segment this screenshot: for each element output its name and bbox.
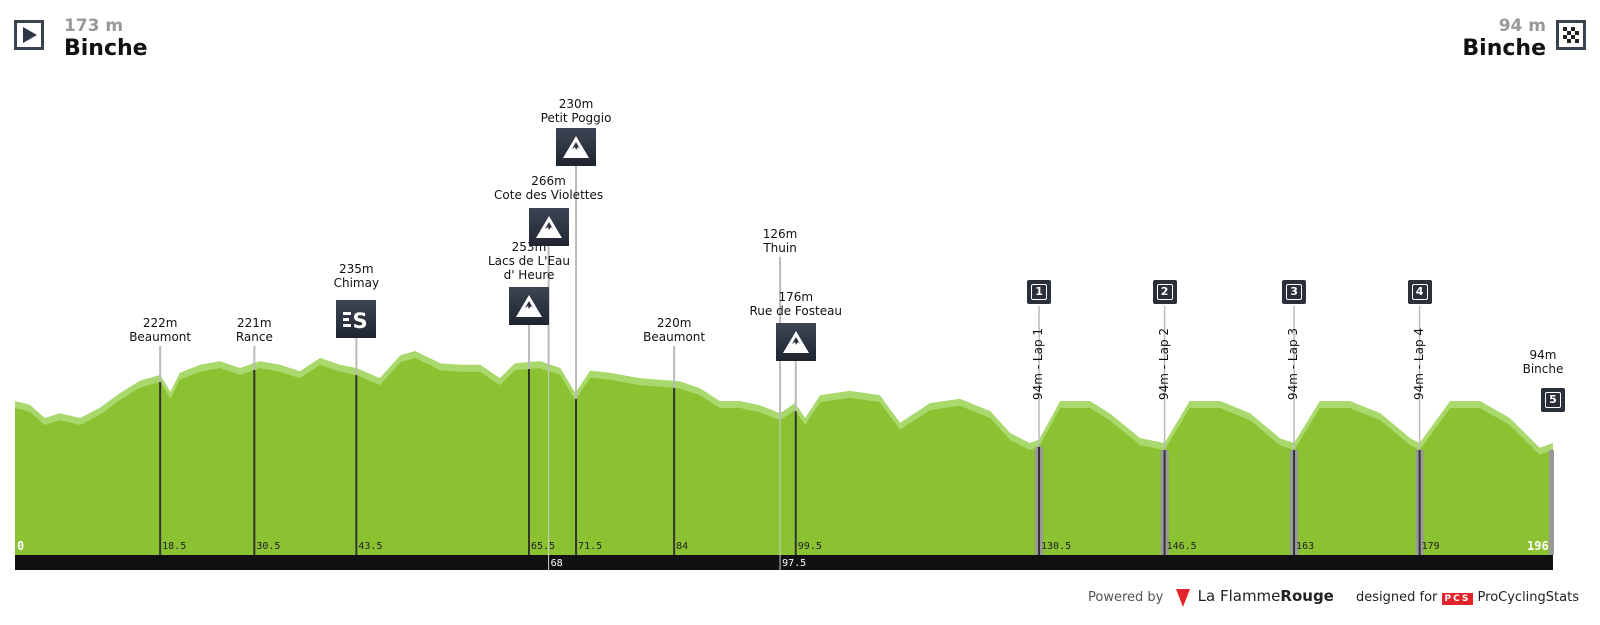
climb-badge bbox=[508, 287, 549, 325]
point-name: Rue de Fosteau bbox=[749, 304, 843, 318]
brand-rouge: Rouge bbox=[1280, 587, 1334, 605]
point-label: 266m Cote des Violettes bbox=[494, 174, 603, 202]
brand-procyclingstats: ProCyclingStats bbox=[1477, 590, 1579, 605]
point-altitude: 126m bbox=[762, 227, 798, 241]
lap-badge: 2 bbox=[1152, 280, 1177, 304]
flamme-rouge-logo-icon bbox=[1175, 588, 1190, 607]
lap-label: 94m - Lap 2 bbox=[1156, 327, 1171, 400]
mountain-icon bbox=[515, 295, 542, 317]
point-altitude: 176m bbox=[778, 290, 814, 304]
km-tick-label: 146.5 bbox=[1166, 541, 1197, 552]
point-name: Beaumont bbox=[129, 330, 192, 344]
point-label: 176m Rue de Fosteau bbox=[750, 290, 843, 318]
point-name: Beaumont bbox=[643, 330, 706, 344]
point-name: Chimay bbox=[333, 276, 380, 290]
lap-label: 94m - Lap 1 bbox=[1031, 327, 1046, 400]
point-label: 253m Lacs de L'Eau d' Heure bbox=[488, 240, 570, 282]
mountain-icon bbox=[535, 216, 562, 238]
point-name-line2: d' Heure bbox=[503, 268, 555, 282]
sprint-icon: S bbox=[343, 309, 368, 332]
sprint-badge: S bbox=[336, 300, 377, 338]
finish-altitude: 94 m bbox=[1498, 16, 1546, 36]
start-altitude: 173 m bbox=[64, 16, 124, 36]
point-altitude: 221m bbox=[237, 316, 272, 330]
lap-badge: 4 bbox=[1407, 280, 1432, 304]
lap-number-icon: 3 bbox=[1286, 284, 1303, 300]
point-label: 221m Rance bbox=[236, 316, 273, 344]
start-name: Binche bbox=[64, 36, 148, 61]
km-tick-label: 0 bbox=[17, 539, 25, 553]
play-icon bbox=[14, 20, 44, 50]
point-label: 230m Petit Poggio bbox=[541, 97, 612, 125]
point-altitude: 230m bbox=[558, 97, 594, 111]
lap-number-icon: 2 bbox=[1156, 284, 1173, 300]
point-label: 235m Chimay bbox=[334, 262, 379, 290]
point-name: Rance bbox=[235, 330, 273, 344]
km-tick-label: 71.5 bbox=[578, 541, 603, 552]
km-tick-label-bar: 97.5 bbox=[782, 558, 807, 569]
km-tick-label: 179 bbox=[1421, 541, 1440, 552]
km-tick-label: 130.5 bbox=[1041, 541, 1072, 552]
designed-for-text: designed for bbox=[1356, 590, 1438, 605]
point-name: Binche bbox=[1522, 362, 1564, 376]
profile-area bbox=[15, 358, 1553, 555]
point-altitude: 266m bbox=[531, 174, 566, 188]
lap-number-icon: 1 bbox=[1031, 284, 1048, 300]
lap-label: 94m - Lap 3 bbox=[1286, 327, 1301, 400]
point-label: 222m Beaumont bbox=[129, 316, 191, 344]
powered-by-text: Powered by bbox=[1088, 590, 1164, 605]
footer: Powered by La FlammeRouge designed for P… bbox=[1088, 587, 1579, 607]
lap-badge: 3 bbox=[1282, 280, 1307, 304]
finish-name: Binche bbox=[1462, 36, 1546, 61]
finish-bar bbox=[1549, 450, 1554, 555]
km-tick-label: 99.5 bbox=[797, 541, 822, 552]
point-altitude: 94m bbox=[1529, 348, 1557, 362]
point-name: Cote des Violettes bbox=[494, 188, 604, 202]
pcs-logo: PCS bbox=[1441, 593, 1474, 605]
lap-badge: 1 bbox=[1027, 280, 1052, 304]
point-name: Petit Poggio bbox=[540, 111, 612, 125]
point-altitude: 235m bbox=[339, 262, 374, 276]
lap-number-icon: 4 bbox=[1411, 284, 1428, 300]
point-altitude: 222m bbox=[142, 316, 178, 330]
km-tick-label: 84 bbox=[676, 541, 689, 552]
climb-badge bbox=[528, 208, 569, 246]
climb-badge bbox=[556, 128, 597, 166]
point-name: Thuin bbox=[763, 241, 797, 255]
km-tick-label-bar: 68 bbox=[550, 558, 563, 569]
checkered-flag-icon bbox=[1556, 20, 1586, 50]
brand-flamme: La Flamme bbox=[1197, 587, 1281, 605]
lap-label: 94m - Lap 4 bbox=[1411, 327, 1426, 400]
finish-point-label: 94m Binche bbox=[1523, 348, 1564, 376]
km-tick-label: 163 bbox=[1296, 541, 1315, 552]
point-name: Lacs de L'Eau bbox=[487, 254, 570, 268]
km-tick-label: 43.5 bbox=[358, 541, 383, 552]
mountain-icon bbox=[782, 331, 809, 353]
point-label: 126m Thuin bbox=[763, 227, 798, 255]
climb-badge bbox=[775, 323, 816, 361]
km-tick-label: 18.5 bbox=[162, 541, 187, 552]
km-tick-label: 65.5 bbox=[530, 541, 556, 552]
point-altitude: 220m bbox=[656, 316, 692, 330]
distance-bar bbox=[15, 555, 1553, 570]
point-label: 220m Beaumont bbox=[643, 316, 705, 344]
finish-lap-badge: 5 bbox=[1541, 388, 1565, 412]
mountain-icon bbox=[563, 136, 590, 158]
km-tick-label: 30.5 bbox=[256, 541, 281, 552]
svg-text:S: S bbox=[353, 309, 368, 332]
km-tick-label: 196 bbox=[1527, 539, 1549, 553]
lap-number-icon: 5 bbox=[1545, 392, 1561, 408]
